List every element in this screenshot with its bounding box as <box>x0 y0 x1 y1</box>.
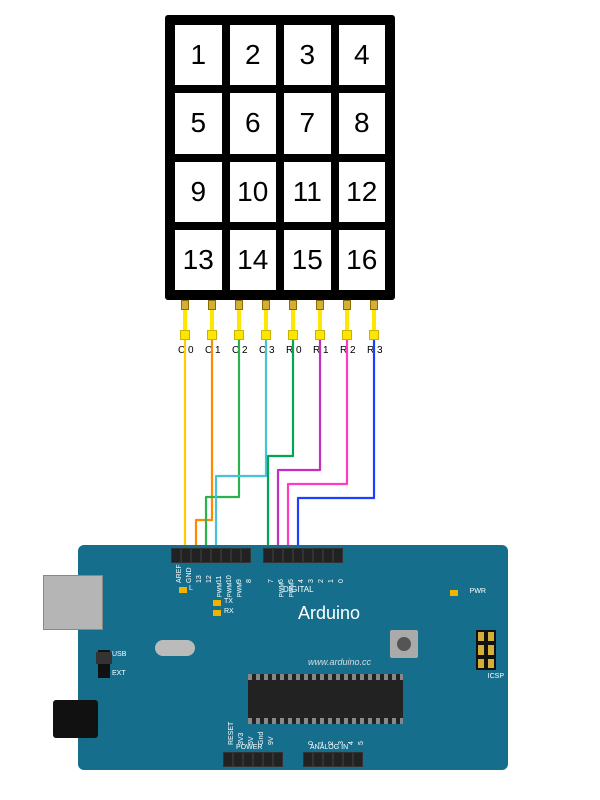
wire-R2 <box>288 340 347 563</box>
keypad-pin-2 <box>235 300 243 340</box>
icsp-header <box>476 630 496 670</box>
led-pwr <box>450 590 458 596</box>
analog-pin-label-3: 3 <box>338 741 345 745</box>
key-9: 9 <box>175 162 222 222</box>
led-rx <box>213 610 221 616</box>
key-7: 7 <box>284 93 331 153</box>
power-group-label: POWER <box>236 744 262 751</box>
digital-pin-label-AREF: AREF <box>176 564 183 583</box>
keypad-pin-6 <box>343 300 351 340</box>
pwm-label: PWM <box>237 583 243 598</box>
led-tx <box>213 600 221 606</box>
key-8: 8 <box>339 93 386 153</box>
analog-header <box>303 752 363 767</box>
digital-header-right <box>263 548 343 563</box>
led-l-label: L <box>189 585 193 592</box>
keypad-pin-label-6: R 2 <box>340 345 356 356</box>
keypad-pin-label-7: R 3 <box>367 345 383 356</box>
power-jack <box>53 700 98 738</box>
power-pin-label-3V3: 3V3 <box>238 733 245 745</box>
pwrsel-label: PWR SEL <box>72 643 79 675</box>
key-13: 13 <box>175 230 222 290</box>
diagram-canvas: www.settorezero.com 1 2 3 4 5 6 7 8 9 10… <box>0 0 600 800</box>
atmega-chip <box>248 680 403 718</box>
key-grid: 1 2 3 4 5 6 7 8 9 10 11 12 13 14 15 16 <box>165 15 395 300</box>
analog-pin-label-2: 2 <box>328 741 335 745</box>
wire-C3 <box>216 340 266 563</box>
digital-pin-label-13: 13 <box>196 575 203 583</box>
wire-R1 <box>278 340 320 563</box>
key-10: 10 <box>230 162 277 222</box>
key-11: 11 <box>284 162 331 222</box>
keypad-pin-3 <box>262 300 270 340</box>
digital-pin-label-2: 2 <box>318 579 325 583</box>
led-pwr-label: PWR <box>470 588 486 595</box>
wire-R0 <box>268 340 293 563</box>
key-12: 12 <box>339 162 386 222</box>
keypad-pin-label-1: C 1 <box>205 345 221 356</box>
led-rx-label: RX <box>224 608 234 615</box>
pwm-label: PWM <box>279 583 285 598</box>
keypad-pin-label-5: R 1 <box>313 345 329 356</box>
digital-pin-label-GND: GND <box>186 567 193 583</box>
key-4: 4 <box>339 25 386 85</box>
crystal-oscillator <box>155 640 195 656</box>
digital-pin-label-4: 4 <box>298 579 305 583</box>
key-6: 6 <box>230 93 277 153</box>
digital-header-left <box>171 548 251 563</box>
key-2: 2 <box>230 25 277 85</box>
keypad-pin-label-4: R 0 <box>286 345 302 356</box>
pwrsel-ext: EXT <box>112 670 126 677</box>
analog-pin-label-0: 0 <box>308 741 315 745</box>
power-header <box>223 752 283 767</box>
keypad-pin-label-3: C 3 <box>259 345 275 356</box>
key-16: 16 <box>339 230 386 290</box>
url-text: www.arduino.cc <box>308 657 371 667</box>
power-pin-label-9V: 9V <box>268 736 275 745</box>
keypad-pin-1 <box>208 300 216 340</box>
keypad-pin-row <box>177 300 383 340</box>
keypad-pin-5 <box>316 300 324 340</box>
led-tx-label: TX <box>224 598 233 605</box>
pwm-label: PWM <box>289 583 295 598</box>
digital-label: DIGITAL <box>283 585 314 594</box>
reset-button[interactable] <box>390 630 418 658</box>
keypad-pin-label-0: C 0 <box>178 345 194 356</box>
digital-pin-label-7: 7 <box>268 579 275 583</box>
digital-pin-label-12: 12 <box>206 575 213 583</box>
pwm-label: PWM <box>227 583 233 598</box>
key-14: 14 <box>230 230 277 290</box>
keypad-pin-label-2: C 2 <box>232 345 248 356</box>
digital-pin-label-1: 1 <box>328 579 335 583</box>
digital-pin-label-8: 8 <box>246 579 253 583</box>
power-pin-label-Gnd: Gnd <box>258 732 265 745</box>
analog-pin-label-1: 1 <box>318 741 325 745</box>
pwrsel-usb: USB <box>112 651 126 658</box>
keypad-4x4: 1 2 3 4 5 6 7 8 9 10 11 12 13 14 15 16 <box>165 15 395 300</box>
analog-pin-label-4: 4 <box>348 741 355 745</box>
arduino-board: ICSP PWR SEL USB EXT Arduino www.arduino… <box>78 545 508 770</box>
brand-text: Arduino <box>298 603 360 624</box>
digital-pin-label-0: 0 <box>338 579 345 583</box>
keypad-pin-4 <box>289 300 297 340</box>
led-l <box>179 587 187 593</box>
wire-R3 <box>298 340 374 563</box>
wire-C1 <box>196 340 212 563</box>
power-pin-label-RESET: RESET <box>228 722 235 745</box>
keypad-pin-7 <box>370 300 378 340</box>
usb-port <box>43 575 103 630</box>
key-15: 15 <box>284 230 331 290</box>
key-1: 1 <box>175 25 222 85</box>
icsp-label: ICSP <box>488 673 504 680</box>
pwm-label: PWM <box>217 583 223 598</box>
key-5: 5 <box>175 93 222 153</box>
keypad-pin-0 <box>181 300 189 340</box>
key-3: 3 <box>284 25 331 85</box>
analog-group-label: ANALOG IN <box>310 744 348 751</box>
analog-pin-label-5: 5 <box>358 741 365 745</box>
power-pin-label-5V: 5V <box>248 736 255 745</box>
wire-C2 <box>206 340 239 563</box>
digital-pin-label-3: 3 <box>308 579 315 583</box>
power-selector <box>98 650 110 678</box>
